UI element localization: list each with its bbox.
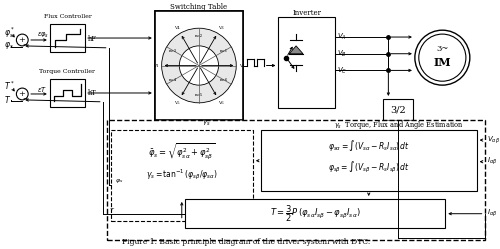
Text: n=4: n=4 (170, 78, 177, 82)
Text: +: + (18, 90, 25, 98)
Text: V1: V1 (153, 63, 158, 67)
Bar (155, 10, 243, 121)
Text: Figure 1. Basic principle diagram of the driver system with DTC.: Figure 1. Basic principle diagram of the… (122, 238, 370, 246)
Text: n=6: n=6 (220, 78, 228, 82)
Text: n=3: n=3 (170, 49, 177, 53)
Text: hF: hF (88, 35, 97, 43)
Circle shape (16, 88, 28, 100)
Text: $\gamma_s$  Torque, Flux and Angle Estimation: $\gamma_s$ Torque, Flux and Angle Estima… (334, 119, 464, 131)
Bar (50, 24, 85, 52)
Bar (185, 199, 446, 228)
Text: $V_{\alpha\beta}$: $V_{\alpha\beta}$ (486, 134, 500, 146)
Text: $T$: $T$ (108, 206, 115, 214)
Bar (155, 10, 243, 121)
Bar (110, 130, 253, 221)
Text: $\bar{\varphi}_s = \sqrt{\varphi_{s\alpha}^2+\varphi_{s\beta}^2}$: $\bar{\varphi}_s = \sqrt{\varphi_{s\alph… (148, 142, 216, 162)
Bar (261, 130, 476, 191)
Text: 3~: 3~ (436, 45, 448, 53)
Text: $I_{\alpha\beta}$: $I_{\alpha\beta}$ (486, 208, 497, 219)
Text: Inverter: Inverter (292, 8, 322, 16)
Text: $\varepsilon\varphi_s$: $\varepsilon\varphi_s$ (37, 30, 50, 40)
Text: $\varphi_{s\beta} = \int(V_{s\beta}-R_sI_{s\beta})\,dt$: $\varphi_{s\beta} = \int(V_{s\beta}-R_sI… (328, 160, 409, 175)
Text: $\varphi_s$: $\varphi_s$ (114, 177, 123, 185)
Text: Torque Controller: Torque Controller (40, 69, 96, 74)
Polygon shape (289, 46, 303, 54)
Bar (50, 79, 85, 107)
Text: $I_{\alpha\beta}$: $I_{\alpha\beta}$ (486, 156, 497, 167)
Text: n=2: n=2 (195, 34, 203, 38)
Text: $V_A$: $V_A$ (338, 32, 347, 42)
Text: $\varphi_s$: $\varphi_s$ (4, 40, 14, 51)
Text: V5: V5 (174, 101, 180, 105)
Text: Flux Controller: Flux Controller (44, 14, 92, 19)
Text: $\varphi_s^*$: $\varphi_s^*$ (4, 25, 15, 40)
Circle shape (180, 46, 218, 85)
Bar (384, 99, 413, 121)
Text: V6: V6 (218, 101, 224, 105)
Text: $T^*$: $T^*$ (4, 80, 15, 92)
Bar (278, 17, 336, 108)
Text: V2: V2 (240, 63, 245, 67)
Text: $\varphi_{s\alpha} = \int(V_{s\alpha}-R_sI_{s\alpha})\,dt$: $\varphi_{s\alpha} = \int(V_{s\alpha}-R_… (328, 138, 410, 153)
Bar (106, 121, 484, 240)
Text: $V_B$: $V_B$ (338, 49, 347, 59)
Text: V3: V3 (218, 26, 224, 30)
Text: $T$: $T$ (4, 94, 11, 105)
Text: −: − (22, 95, 28, 100)
Text: $\gamma_s$: $\gamma_s$ (202, 119, 210, 128)
Text: n=1: n=1 (220, 49, 228, 53)
Text: $V_C$: $V_C$ (338, 65, 347, 75)
Text: IM: IM (434, 57, 451, 68)
Text: 3/2: 3/2 (390, 105, 406, 114)
Circle shape (415, 30, 470, 85)
Text: $\varepsilon T$: $\varepsilon T$ (37, 85, 47, 94)
Circle shape (162, 28, 236, 103)
Text: n=5: n=5 (195, 93, 203, 97)
Text: +: + (18, 36, 25, 44)
Text: V4: V4 (174, 26, 180, 30)
Text: hT: hT (88, 89, 97, 97)
Text: Switching Table: Switching Table (170, 3, 228, 11)
Circle shape (419, 34, 466, 81)
Text: $\gamma_s = \tan^{-1}(\varphi_{s\beta}/\varphi_{s\alpha})$: $\gamma_s = \tan^{-1}(\varphi_{s\beta}/\… (146, 167, 218, 182)
Text: $T = \dfrac{3}{2}P\,(\varphi_{s\alpha}I_{s\beta}-\varphi_{s\beta}I_{s\alpha})$: $T = \dfrac{3}{2}P\,(\varphi_{s\alpha}I_… (270, 203, 360, 224)
Circle shape (16, 34, 28, 46)
Text: −: − (22, 41, 28, 46)
